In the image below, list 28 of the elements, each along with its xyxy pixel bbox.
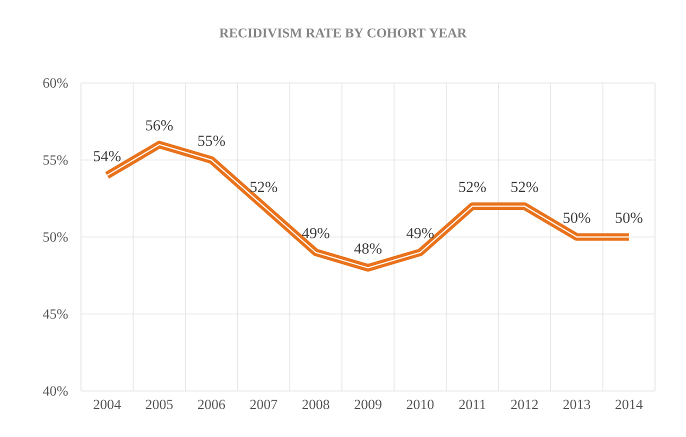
y-tick-label: 40%: [42, 386, 68, 396]
data-label: 50%: [616, 212, 642, 223]
x-tick-label: 2009: [354, 400, 382, 410]
data-label: 50%: [564, 212, 590, 223]
x-tick-label: 2006: [198, 400, 226, 410]
data-label: 54%: [94, 150, 121, 162]
data-label: 52%: [459, 182, 486, 192]
x-tick-label: 2011: [459, 400, 486, 410]
data-label: 55%: [198, 136, 225, 146]
x-tick-label: 2005: [146, 400, 173, 410]
chart-title: RECIDIVISM RATE BY COHORT YEAR: [220, 28, 467, 38]
data-label: 48%: [354, 243, 382, 254]
data-label: 49%: [406, 228, 434, 238]
x-tick-label: 2004: [94, 400, 121, 410]
x-tick-label: 2012: [511, 400, 538, 410]
x-tick-label: 2013: [563, 400, 590, 410]
y-tick-label: 45%: [42, 309, 68, 319]
x-tick-label: 2008: [302, 400, 330, 410]
x-tick-label: 2007: [250, 400, 278, 410]
x-tick-label: 2010: [406, 400, 434, 410]
data-label: 56%: [146, 120, 173, 131]
data-label: 49%: [302, 228, 330, 238]
y-tick-label: 50%: [43, 232, 68, 242]
data-label: 52%: [511, 182, 538, 192]
x-tick-label: 2014: [616, 400, 643, 410]
data-label: 52%: [250, 182, 278, 192]
y-tick-label: 55%: [43, 155, 68, 165]
y-tick-label: 60%: [43, 78, 68, 88]
